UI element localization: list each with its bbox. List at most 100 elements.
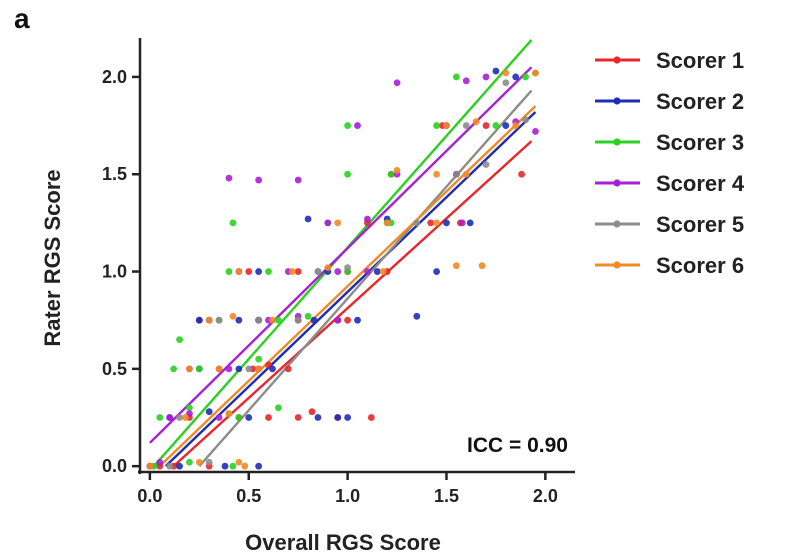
data-point-scorer-3 [186,404,193,412]
icc-annotation: ICC = 0.90 [467,434,568,457]
data-point-scorer-6 [379,268,387,275]
legend-marker-scorer-2 [613,97,621,105]
data-point-scorer-2 [310,316,318,324]
data-point-scorer-3 [176,336,183,344]
legend-label-scorer-3: Scorer 3 [656,130,744,155]
data-point-scorer-2 [255,268,263,275]
data-point-scorer-2 [235,365,243,373]
data-point-scorer-1 [245,268,253,275]
x-tick-label: 2.0 [533,486,558,506]
data-point-scorer-3 [255,355,263,363]
y-tick-label: 1.5 [102,164,127,184]
data-points [146,67,539,470]
data-point-scorer-6 [225,410,233,418]
data-point-scorer-5 [245,365,253,373]
data-point-scorer-4 [462,77,470,85]
data-point-scorer-4 [166,414,174,421]
fit-line-scorer-2 [164,111,537,468]
data-point-scorer-2 [255,462,263,470]
fit-line-scorer-1 [172,140,533,468]
data-point-scorer-6 [472,118,480,126]
data-point-scorer-6 [195,458,203,466]
data-point-scorer-2 [466,219,474,227]
legend-label-scorer-6: Scorer 6 [656,253,744,278]
data-point-scorer-5 [452,170,460,178]
legend-marker-scorer-6 [613,261,621,269]
data-point-scorer-5 [522,116,529,124]
y-tick-label: 0.5 [102,359,127,379]
data-point-scorer-3 [275,404,282,412]
legend-label-scorer-2: Scorer 2 [656,89,744,114]
data-point-scorer-3 [229,462,237,470]
data-point-scorer-3 [265,268,272,275]
data-point-scorer-1 [308,408,316,416]
axes: 0.0 0.5 1.0 1.5 2.0 0.0 0.5 1.0 1.5 2.0 [102,38,575,506]
data-point-scorer-5 [166,462,174,470]
data-point-scorer-5 [502,79,510,87]
legend-marker-scorer-3 [613,138,621,146]
data-point-scorer-2 [269,365,276,373]
data-point-scorer-3 [433,122,440,129]
data-point-scorer-1 [482,122,490,129]
data-point-scorer-3 [186,458,193,466]
data-point-scorer-1 [518,170,526,178]
data-point-scorer-6 [146,462,154,470]
data-point-scorer-6 [205,316,213,324]
data-point-scorer-4 [482,73,490,81]
legend-label-scorer-1: Scorer 1 [656,48,744,73]
data-point-scorer-3 [235,414,243,421]
data-point-scorer-4 [225,365,233,373]
data-point-scorer-1 [294,268,302,275]
data-point-scorer-3 [452,73,460,81]
data-point-scorer-3 [304,312,312,320]
panel-label: a [14,3,30,34]
data-point-scorer-6 [255,365,263,373]
data-point-scorer-6 [443,122,450,129]
data-point-scorer-6 [478,262,486,270]
x-tick-label: 1.5 [434,486,459,506]
fit-line-scorer-6 [158,105,537,468]
data-point-scorer-2 [245,414,253,421]
data-point-scorer-6 [462,170,470,178]
data-point-scorer-2 [433,268,440,275]
data-point-scorer-6 [186,365,193,373]
data-point-scorer-6 [235,458,243,466]
legend-marker-scorer-5 [613,220,621,228]
legend: Scorer 1 Scorer 2 Scorer 3 Scorer 4 Scorer 5… [595,48,745,278]
data-point-scorer-5 [176,414,183,421]
data-point-scorer-5 [482,161,490,168]
data-point-scorer-2 [413,312,421,320]
data-point-scorer-6 [241,462,249,470]
data-point-scorer-6 [215,365,223,373]
data-point-scorer-4 [363,215,371,223]
y-tick-label: 1.0 [102,262,127,282]
data-point-scorer-3 [344,122,352,129]
x-axis-title: Overall RGS Score [245,530,441,555]
data-point-scorer-3 [492,122,500,129]
data-point-scorer-5 [344,264,352,272]
data-point-scorer-1 [367,414,375,421]
data-point-scorer-4 [255,176,263,184]
data-point-scorer-6 [532,69,539,77]
data-point-scorer-4 [354,122,361,129]
data-point-scorer-6 [502,69,510,77]
data-point-scorer-6 [269,316,276,324]
data-point-scorer-6 [393,166,401,174]
data-point-scorer-1 [294,414,302,421]
data-point-scorer-4 [324,219,332,227]
legend-marker-scorer-4 [613,179,621,187]
data-point-scorer-1 [344,316,352,324]
data-point-scorer-5 [462,122,470,129]
data-point-scorer-2 [443,219,450,227]
data-point-scorer-4 [334,268,342,275]
legend-label-scorer-4: Scorer 4 [656,171,745,196]
data-point-scorer-2 [205,408,213,416]
data-point-scorer-5 [215,316,223,324]
data-point-scorer-2 [512,73,520,81]
data-point-scorer-2 [492,67,500,75]
data-point-scorer-5 [294,316,302,324]
legend-label-scorer-5: Scorer 5 [656,212,744,237]
data-point-scorer-5 [314,268,322,275]
x-tick-label: 0.0 [137,486,162,506]
data-point-scorer-3 [195,365,203,373]
